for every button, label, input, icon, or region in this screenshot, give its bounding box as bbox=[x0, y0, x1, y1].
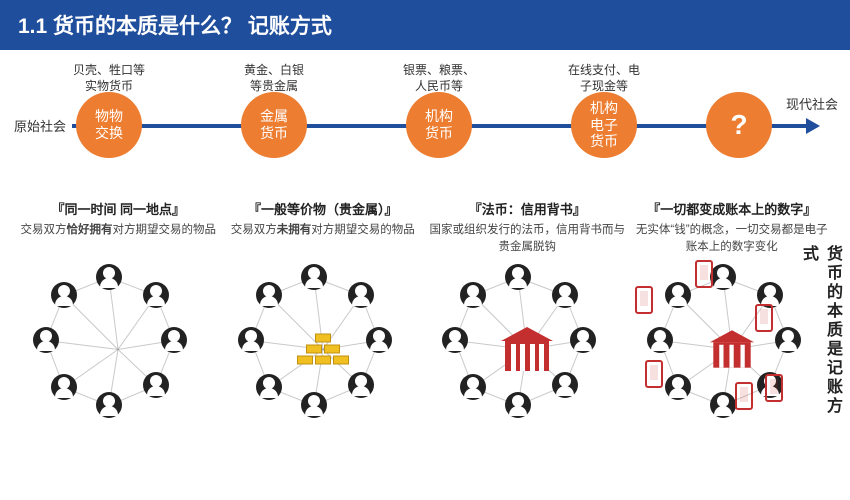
person-node-icon bbox=[301, 392, 327, 418]
person-node-icon bbox=[505, 264, 531, 290]
side-summary-text: 货币的本质是记账方式 bbox=[796, 245, 844, 434]
stage-column-1: 『一般等价物（贵金属）』交易双方未拥有对方期望交易的物品 bbox=[225, 199, 422, 434]
timeline-end-label: 现代社会 bbox=[786, 94, 838, 113]
column-desc: 国家或组织发行的法币，信用背书而与贵金属脱钩 bbox=[429, 222, 626, 256]
column-title: 『同一时间 同一地点』 bbox=[20, 199, 217, 218]
person-node-icon bbox=[143, 282, 169, 308]
digital-ledger-icon bbox=[706, 327, 758, 371]
phone-icon bbox=[765, 374, 783, 402]
person-node-icon bbox=[460, 374, 486, 400]
person-node-icon bbox=[366, 327, 392, 353]
person-node-icon bbox=[238, 327, 264, 353]
slide-title: 1.1 货币的本质是什么？ 记账方式 bbox=[18, 15, 332, 38]
person-node-icon bbox=[348, 282, 374, 308]
stage-columns: 『同一时间 同一地点』交易双方恰好拥有对方期望交易的物品『一般等价物（贵金属）』… bbox=[14, 199, 836, 434]
column-graphic bbox=[647, 264, 817, 434]
person-node-icon bbox=[552, 372, 578, 398]
column-title: 『一般等价物（贵金属）』 bbox=[225, 199, 422, 218]
column-desc: 交易双方恰好拥有对方期望交易的物品 bbox=[20, 222, 217, 256]
person-node-icon bbox=[33, 327, 59, 353]
bank-icon bbox=[501, 327, 553, 371]
column-graphic bbox=[238, 264, 408, 434]
person-node-icon bbox=[552, 282, 578, 308]
timeline-start-label: 原始社会 bbox=[14, 116, 66, 135]
person-node-icon bbox=[665, 374, 691, 400]
person-node-icon bbox=[256, 374, 282, 400]
person-node-icon bbox=[96, 264, 122, 290]
column-graphic bbox=[442, 264, 612, 434]
person-node-icon bbox=[442, 327, 468, 353]
phone-icon bbox=[695, 260, 713, 288]
slide-content: 原始社会 现代社会 物物 交换贝壳、牲口等 实物货币金属 货币黄金、白银 等贵金… bbox=[0, 50, 850, 434]
stage-column-0: 『同一时间 同一地点』交易双方恰好拥有对方期望交易的物品 bbox=[20, 199, 217, 434]
person-node-icon bbox=[505, 392, 531, 418]
timeline-node-label-0: 贝壳、牲口等 实物货币 bbox=[49, 62, 169, 94]
person-node-icon bbox=[570, 327, 596, 353]
column-title: 『法币：信用背书』 bbox=[429, 199, 626, 218]
timeline-node-2: 机构 货币 bbox=[406, 92, 472, 158]
person-node-icon bbox=[301, 264, 327, 290]
column-title: 『一切都变成账本上的数字』 bbox=[634, 199, 831, 218]
person-node-icon bbox=[665, 282, 691, 308]
timeline-node-1: 金属 货币 bbox=[241, 92, 307, 158]
phone-icon bbox=[635, 286, 653, 314]
person-node-icon bbox=[51, 374, 77, 400]
slide-header: 1.1 货币的本质是什么？ 记账方式 bbox=[0, 0, 850, 50]
stage-column-2: 『法币：信用背书』国家或组织发行的法币，信用背书而与贵金属脱钩 bbox=[429, 199, 626, 434]
timeline-node-3: 机构 电子 货币 bbox=[571, 92, 637, 158]
person-node-icon bbox=[256, 282, 282, 308]
person-node-icon bbox=[161, 327, 187, 353]
timeline-node-4: ? bbox=[706, 92, 772, 158]
person-node-icon bbox=[647, 327, 673, 353]
person-node-icon bbox=[96, 392, 122, 418]
column-graphic bbox=[33, 264, 203, 434]
phone-icon bbox=[645, 360, 663, 388]
timeline-node-label-1: 黄金、白银 等贵金属 bbox=[214, 62, 334, 94]
column-desc: 交易双方未拥有对方期望交易的物品 bbox=[225, 222, 422, 256]
person-node-icon bbox=[143, 372, 169, 398]
timeline: 原始社会 现代社会 物物 交换贝壳、牲口等 实物货币金属 货币黄金、白银 等贵金… bbox=[14, 64, 836, 199]
timeline-node-label-2: 银票、粮票、 人民币等 bbox=[379, 62, 499, 94]
timeline-node-0: 物物 交换 bbox=[76, 92, 142, 158]
timeline-node-label-3: 在线支付、电 子现金等 bbox=[544, 62, 664, 94]
person-node-icon bbox=[710, 392, 736, 418]
person-node-icon bbox=[710, 264, 736, 290]
gold-bars-icon bbox=[296, 333, 350, 366]
phone-icon bbox=[735, 382, 753, 410]
person-node-icon bbox=[348, 372, 374, 398]
